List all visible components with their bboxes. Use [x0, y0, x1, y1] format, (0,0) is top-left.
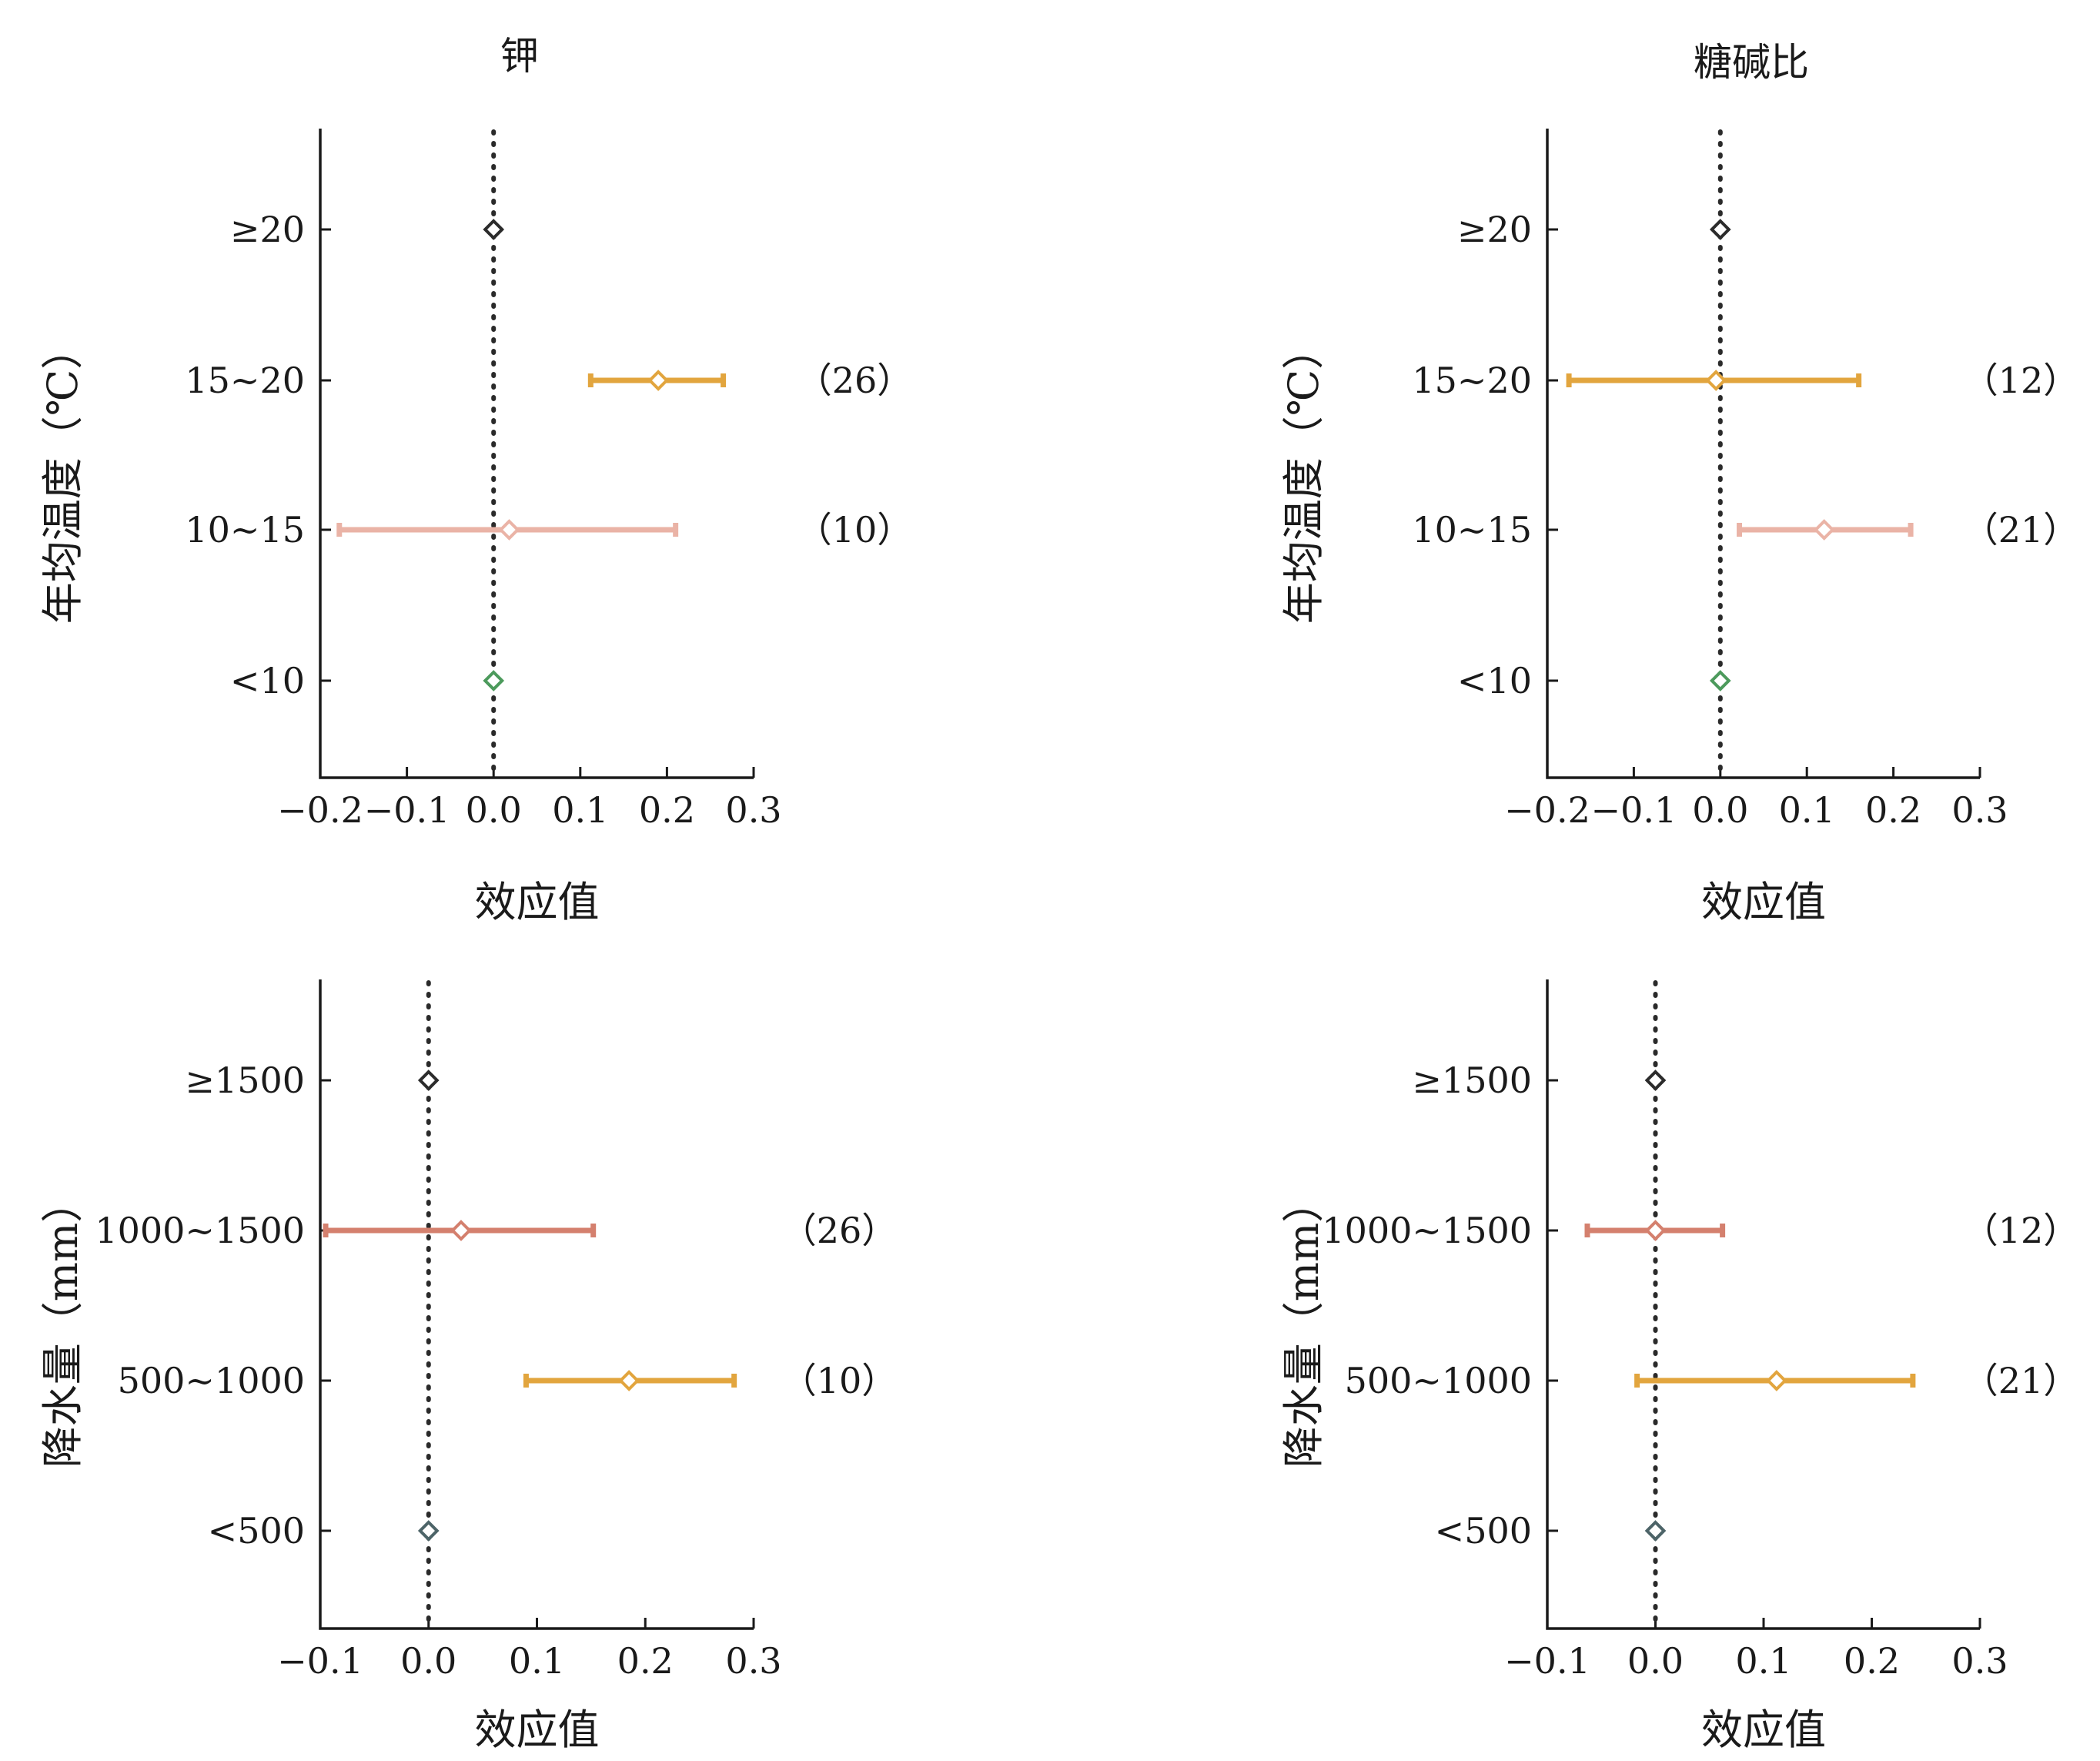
y-axis-label: 降水量（mm）: [1279, 1181, 1328, 1468]
x-tick-label: 0.3: [725, 789, 781, 831]
sample-count-label: （12）: [1963, 360, 2079, 401]
x-tick-label: 0.1: [552, 789, 608, 831]
chart-panel-2: 糖碱比 −0.2 −0.1 0.0 0.1 0.2 0.3 ≥20 15~20 10~15 <10 （…: [1279, 40, 2078, 926]
effect-point-marker: [1709, 219, 1731, 240]
axis-lines: [319, 979, 754, 1630]
effect-point-marker: [1644, 1070, 1667, 1091]
y-tick-label: 15~20: [1412, 360, 1532, 401]
x-tick-label: 0.2: [617, 1640, 674, 1682]
x-tick-label: 0.0: [466, 789, 522, 831]
x-tick-label: −0.1: [1591, 789, 1677, 831]
effect-point-marker: [417, 1520, 440, 1542]
x-tick-label: −0.2: [277, 789, 363, 831]
axis-lines: [319, 129, 754, 779]
effect-point-marker: [498, 519, 520, 541]
y-tick-label: <500: [1435, 1510, 1532, 1552]
y-tick-label: 10~15: [1412, 509, 1532, 551]
y-tick-label: 15~20: [185, 360, 305, 401]
x-tick-label: 0.1: [1779, 789, 1835, 831]
x-tick-label: −0.1: [277, 1640, 363, 1682]
effect-point-marker: [417, 1070, 440, 1091]
y-tick-label: 1000~1500: [1322, 1210, 1532, 1251]
x-tick-label: 0.2: [1844, 1640, 1900, 1682]
y-tick-label: ≥1500: [185, 1060, 305, 1101]
x-tick-label: 0.3: [1951, 1640, 2008, 1682]
x-tick-label: −0.1: [1504, 1640, 1590, 1682]
sample-count-label: （26）: [781, 1210, 898, 1251]
x-axis-label: 效应值: [1701, 878, 1826, 926]
x-tick-label: 0.0: [400, 1640, 456, 1682]
y-axis-label: 年均温度（℃）: [38, 328, 87, 624]
effect-point-marker: [1709, 670, 1731, 691]
sample-count-label: （26）: [797, 360, 913, 401]
effect-point-marker: [450, 1220, 472, 1241]
x-tick-label: 0.0: [1692, 789, 1748, 831]
y-tick-label: 1000~1500: [95, 1210, 305, 1251]
y-tick-label: 500~1000: [1345, 1360, 1532, 1401]
chart-title: 钾: [500, 34, 539, 79]
x-tick-label: 0.0: [1627, 1640, 1684, 1682]
x-tick-label: −0.1: [364, 789, 450, 831]
x-tick-label: 0.1: [1735, 1640, 1791, 1682]
effect-point-marker: [1644, 1520, 1667, 1542]
y-axis-label: 降水量（mm）: [38, 1181, 87, 1468]
sample-count-label: （12）: [1963, 1210, 2079, 1251]
x-tick-label: 0.2: [639, 789, 695, 831]
sample-count-label: （21）: [1963, 509, 2079, 551]
chart-panel-4: −0.1 0.0 0.1 0.2 0.3 ≥1500 1000~1500 500~1000 <5…: [1279, 979, 2078, 1754]
effect-point-marker: [483, 670, 505, 691]
y-tick-label: 500~1000: [118, 1360, 305, 1401]
chart-panel-3: −0.1 0.0 0.1 0.2 0.3 ≥1500 1000~1500 500~1000 <5…: [38, 979, 897, 1754]
chart-panel-1: 钾 −0.2 −0.1 0.0 0.1 0.2 0.3 ≥20 15~20 10~15 <10 （26…: [38, 34, 912, 926]
x-axis-label: 效应值: [475, 1706, 600, 1754]
y-tick-label: <10: [230, 660, 305, 701]
y-tick-label: ≥20: [1457, 209, 1532, 250]
y-tick-label: <10: [1457, 660, 1532, 701]
effect-point-marker: [1766, 1370, 1787, 1391]
y-tick-label: ≥20: [230, 209, 305, 250]
x-tick-label: 0.2: [1865, 789, 1921, 831]
axis-lines: [1546, 129, 1980, 779]
effect-point-marker: [1813, 519, 1835, 541]
y-axis-label: 年均温度（℃）: [1279, 328, 1328, 624]
y-tick-label: 10~15: [185, 509, 305, 551]
effect-point-marker: [618, 1370, 640, 1391]
chart-title: 糖碱比: [1694, 40, 1809, 85]
x-tick-label: −0.2: [1504, 789, 1590, 831]
x-axis-label: 效应值: [1701, 1706, 1826, 1754]
effect-point-marker: [647, 370, 669, 391]
sample-count-label: （10）: [781, 1360, 898, 1401]
y-tick-label: ≥1500: [1412, 1060, 1532, 1101]
sample-count-label: （10）: [797, 509, 913, 551]
sample-count-label: （21）: [1963, 1360, 2079, 1401]
x-axis-label: 效应值: [475, 878, 600, 926]
effect-point-marker: [483, 219, 505, 240]
x-tick-label: 0.3: [1951, 789, 2008, 831]
axis-lines: [1546, 979, 1980, 1630]
effect-point-marker: [1644, 1220, 1667, 1241]
x-tick-label: 0.1: [509, 1640, 565, 1682]
x-tick-label: 0.3: [725, 1640, 781, 1682]
effect-point-marker: [1705, 370, 1727, 391]
y-tick-label: <500: [208, 1510, 305, 1552]
